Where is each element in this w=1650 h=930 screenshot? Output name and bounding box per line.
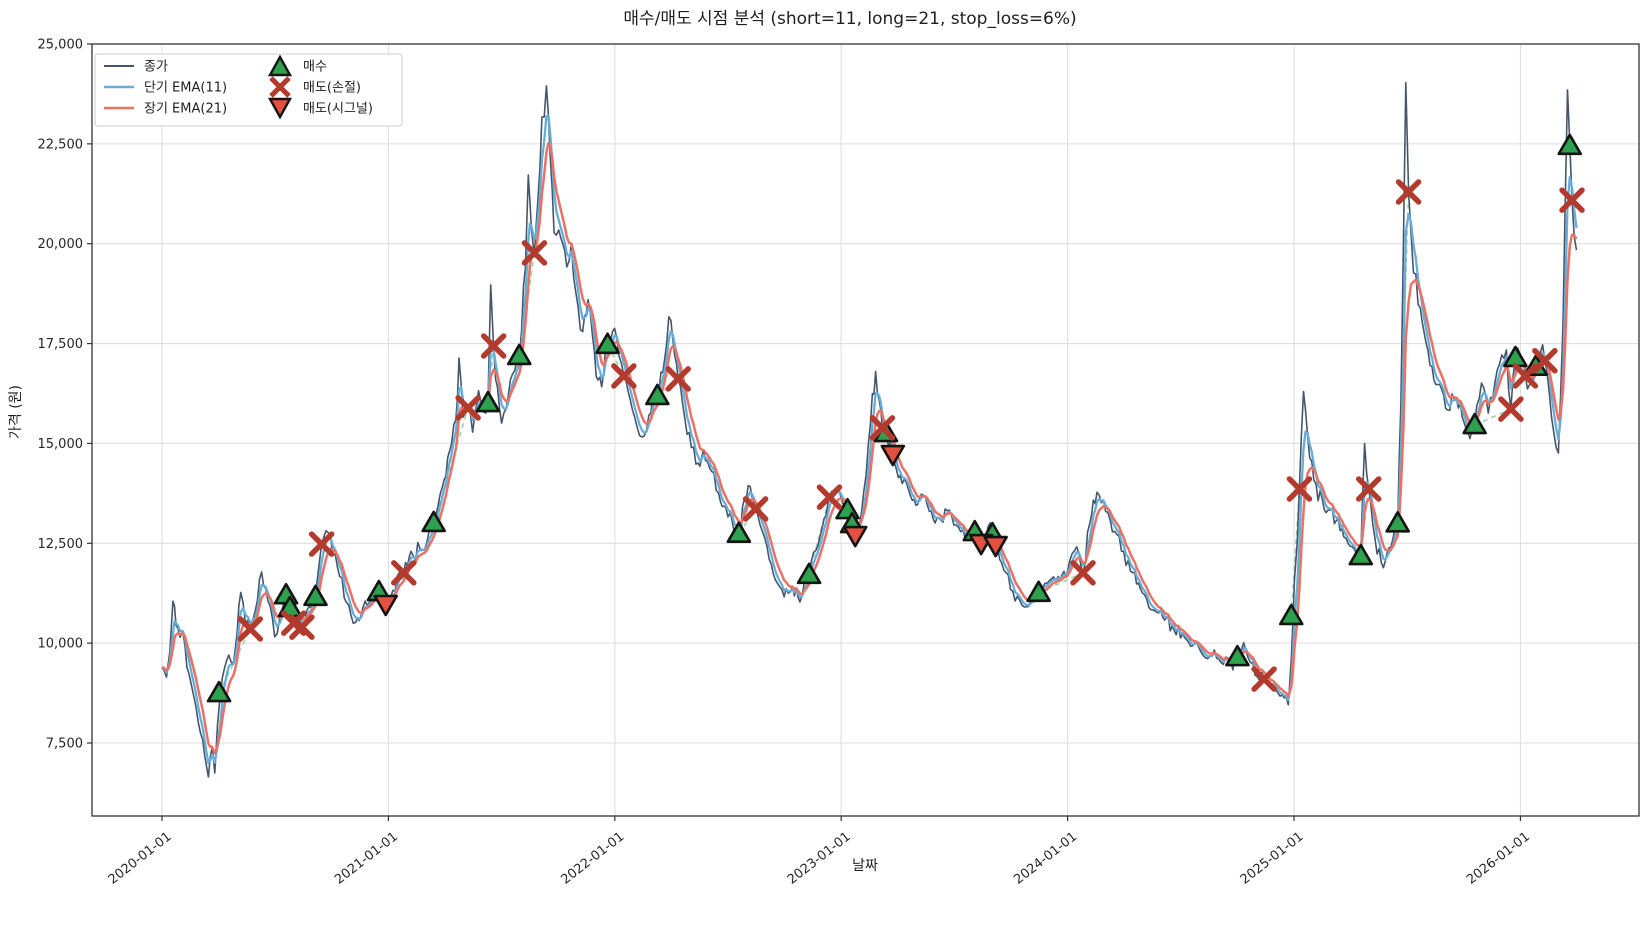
sell-stoploss-marker (816, 484, 843, 510)
sell-signal-marker (373, 594, 398, 617)
legend-buy-triangle-icon (267, 54, 293, 77)
y-tick-label: 15,000 (38, 437, 84, 452)
sell-stoploss-marker (1395, 179, 1422, 205)
sell-stoploss-marker (1355, 476, 1382, 502)
y-tick-label: 10,000 (38, 637, 84, 652)
legend-sell-signal-triangle-icon (267, 97, 293, 120)
sell-signal-marker (842, 525, 868, 548)
trade-link-line (1474, 408, 1512, 426)
chart-title: 매수/매도 시점 분석 (short=11, long=21, stop_los… (623, 9, 1076, 29)
legend-label-sell-signal: 매도(시그널) (303, 102, 373, 117)
sell-stoploss-marker (289, 614, 315, 640)
sell-stoploss-marker (391, 560, 417, 586)
legend-label-buy: 매수 (303, 60, 327, 75)
ema-long-line (161, 141, 1578, 755)
trade-link-line (1290, 488, 1301, 617)
x-axis-label: 날짜 (852, 858, 878, 874)
buy-marker (1557, 133, 1583, 156)
legend-box (94, 53, 403, 127)
sell-stoploss-marker (237, 616, 264, 642)
buy-marker (506, 343, 532, 366)
y-tick-label: 25,000 (38, 38, 84, 53)
buy-marker (796, 562, 822, 585)
sell-stoploss-marker (665, 366, 691, 392)
sell-stoploss-marker (1512, 363, 1539, 389)
plot-frame (91, 43, 1640, 817)
y-tick-label: 12,500 (38, 537, 84, 552)
buy-marker (1348, 543, 1374, 566)
buy-marker (475, 390, 501, 413)
buy-marker (645, 383, 670, 406)
legend-stoploss-x-icon (269, 76, 291, 98)
y-axis-label: 가격 (원) (8, 385, 24, 439)
sell-stoploss-marker (1532, 347, 1558, 374)
legend-label-ema-long: 장기 EMA(21) (144, 102, 227, 117)
sell-stoploss-marker (611, 363, 637, 389)
legend-label-sell-stop: 매도(손절) (303, 81, 361, 96)
trade-link-line (808, 496, 831, 576)
buy-marker (1462, 412, 1487, 435)
buy-marker (1278, 603, 1304, 626)
sell-signal-marker (983, 535, 1008, 558)
y-tick-label: 17,500 (38, 337, 84, 352)
buy-marker (206, 680, 232, 703)
buy-marker (421, 510, 446, 533)
sell-stoploss-marker (455, 395, 481, 421)
buy-marker (1026, 580, 1051, 603)
sell-stoploss-marker (1286, 476, 1313, 502)
sell-stoploss-marker (1070, 560, 1096, 586)
y-tick-label: 7,500 (46, 737, 83, 752)
trade-link-line (432, 407, 469, 524)
sell-stoploss-marker (869, 415, 896, 441)
y-tick-label: 20,000 (38, 237, 84, 252)
buy-marker (595, 332, 620, 355)
trade-link-line (1038, 572, 1084, 594)
sell-stoploss-marker (1251, 666, 1277, 692)
sell-signal-marker (880, 444, 906, 467)
buy-marker (303, 584, 328, 607)
sell-stoploss-marker (1498, 396, 1524, 422)
legend-label-close: 종가 (144, 60, 168, 75)
axis-ticks (87, 43, 1522, 821)
buy-marker (726, 521, 752, 544)
legend: 종가 단기 EMA(11) 장기 EMA(21) 매수 매도(손절) 매도(시그… (94, 53, 403, 127)
sell-stoploss-marker (1559, 187, 1585, 213)
sell-stoploss-marker (308, 531, 335, 557)
legend-label-ema-short: 단기 EMA(11) (144, 81, 227, 96)
sell-stoploss-marker (480, 333, 507, 359)
buy-marker (1385, 511, 1410, 533)
sell-stoploss-marker (742, 496, 769, 522)
y-tick-label: 22,500 (38, 137, 84, 152)
sell-stoploss-marker (521, 240, 548, 266)
buy-marker (1225, 644, 1250, 667)
trade-markers (206, 133, 1585, 703)
